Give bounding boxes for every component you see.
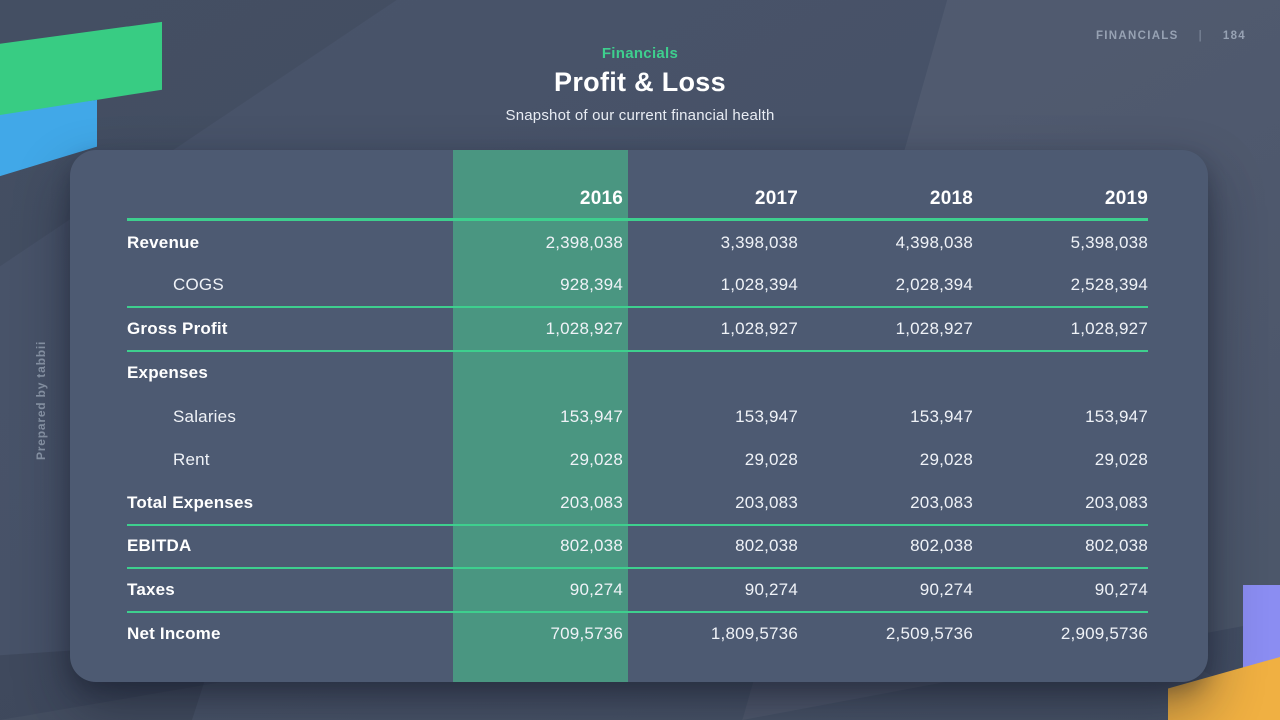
cell-rent-2017: 29,028 xyxy=(744,450,798,470)
table-row-taxes: Taxes 90,274 90,274 90,274 90,274 xyxy=(127,569,1148,613)
year-header-2018: 2018 xyxy=(929,188,973,209)
table-row-revenue: Revenue 2,398,038 3,398,038 4,398,038 5,398,… xyxy=(127,221,1148,265)
cell-rent-2019: 29,028 xyxy=(1094,450,1148,470)
highlight-column-2016 xyxy=(453,150,628,682)
cell-revenue-2019: 5,398,038 xyxy=(1070,232,1148,252)
page-header-section: FINANCIALS xyxy=(1095,30,1179,42)
row-label-net-income: Net Income xyxy=(127,624,221,644)
cell-net-income-2019: 2,909,5736 xyxy=(1060,624,1148,644)
cell-salaries-2016: 153,947 xyxy=(560,406,623,426)
row-label-rent: Rent xyxy=(173,450,210,470)
section-eyebrow: Financials xyxy=(601,45,679,62)
decor-purple-rectangle xyxy=(1243,585,1280,682)
cell-gross-profit-2018: 1,028,927 xyxy=(895,318,973,338)
year-header-2019: 2019 xyxy=(1104,188,1148,209)
cell-cogs-2017: 1,028,394 xyxy=(720,275,798,295)
table-row-cogs: COGS 928,394 1,028,394 2,028,394 2,528,394 xyxy=(127,265,1148,308)
row-label-salaries: Salaries xyxy=(173,406,237,426)
table-header-spacer xyxy=(127,210,448,218)
cell-net-income-2016: 709,5736 xyxy=(550,624,623,644)
cell-net-income-2018: 2,509,5736 xyxy=(885,624,973,644)
cell-rent-2018: 29,028 xyxy=(919,450,973,470)
table-row-salaries: Salaries 153,947 153,947 153,947 153,947 xyxy=(127,395,1148,439)
slide-title: Profit & Loss xyxy=(554,67,726,97)
cell-total-expenses-2019: 203,083 xyxy=(1085,492,1148,512)
page-number: 184 xyxy=(1222,30,1246,42)
cell-rent-2016: 29,028 xyxy=(569,450,623,470)
row-label-ebitda: EBITDA xyxy=(127,536,192,556)
cell-gross-profit-2019: 1,028,927 xyxy=(1070,318,1148,338)
row-label-total-expenses: Total Expenses xyxy=(127,492,254,512)
cell-revenue-2017: 3,398,038 xyxy=(720,232,798,252)
year-header-2017: 2017 xyxy=(754,188,798,209)
cell-salaries-2017: 153,947 xyxy=(735,406,798,426)
cell-total-expenses-2016: 203,083 xyxy=(560,492,623,512)
cell-cogs-2018: 2,028,394 xyxy=(895,275,973,295)
cell-ebitda-2018: 802,038 xyxy=(910,536,973,556)
slide-subtitle: Snapshot of our current financial health xyxy=(505,107,775,124)
cell-gross-profit-2017: 1,028,927 xyxy=(720,318,798,338)
row-label-cogs: COGS xyxy=(173,275,224,295)
table-row-ebitda: EBITDA 802,038 802,038 802,038 802,038 xyxy=(127,526,1148,569)
cell-cogs-2016: 928,394 xyxy=(560,275,623,295)
row-label-revenue: Revenue xyxy=(127,232,200,252)
table-header-row: 2016 2017 2018 2019 xyxy=(127,150,1148,221)
year-header-2016: 2016 xyxy=(579,188,623,209)
cell-taxes-2017: 90,274 xyxy=(744,579,798,599)
page-header-separator: | xyxy=(1198,30,1203,42)
row-label-expenses: Expenses xyxy=(127,363,208,383)
page-header: FINANCIALS | 184 xyxy=(1096,30,1246,42)
cell-net-income-2017: 1,809,5736 xyxy=(710,624,798,644)
cell-ebitda-2016: 802,038 xyxy=(560,536,623,556)
cell-revenue-2018: 4,398,038 xyxy=(895,232,973,252)
cell-taxes-2018: 90,274 xyxy=(919,579,973,599)
row-label-gross-profit: Gross Profit xyxy=(127,318,228,338)
prepared-by-note: Prepared by tabbii xyxy=(34,340,48,460)
title-block: Financials Profit & Loss Snapshot of our… xyxy=(0,45,1280,124)
table-row-net-income: Net Income 709,5736 1,809,5736 2,509,5736 2,… xyxy=(127,613,1148,657)
cell-taxes-2019: 90,274 xyxy=(1094,579,1148,599)
cell-total-expenses-2017: 203,083 xyxy=(735,492,798,512)
table-row-expenses: Expenses xyxy=(127,352,1148,396)
profit-loss-table-card: 2016 2017 2018 2019 Revenue 2,398,038 3,398,03… xyxy=(70,150,1208,682)
cell-salaries-2018: 153,947 xyxy=(910,406,973,426)
cell-total-expenses-2018: 203,083 xyxy=(910,492,973,512)
table-row-gross-profit: Gross Profit 1,028,927 1,028,927 1,028,927 1… xyxy=(127,308,1148,352)
row-label-taxes: Taxes xyxy=(127,579,175,599)
cell-cogs-2019: 2,528,394 xyxy=(1070,275,1148,295)
profit-loss-table: 2016 2017 2018 2019 Revenue 2,398,038 3,398,03… xyxy=(127,150,1148,656)
cell-salaries-2019: 153,947 xyxy=(1085,406,1148,426)
cell-revenue-2016: 2,398,038 xyxy=(545,232,623,252)
table-row-total-expenses: Total Expenses 203,083 203,083 203,083 203,0… xyxy=(127,482,1148,526)
cell-ebitda-2017: 802,038 xyxy=(735,536,798,556)
cell-ebitda-2019: 802,038 xyxy=(1085,536,1148,556)
cell-taxes-2016: 90,274 xyxy=(569,579,623,599)
table-row-rent: Rent 29,028 29,028 29,028 29,028 xyxy=(127,439,1148,483)
cell-gross-profit-2016: 1,028,927 xyxy=(545,318,623,338)
